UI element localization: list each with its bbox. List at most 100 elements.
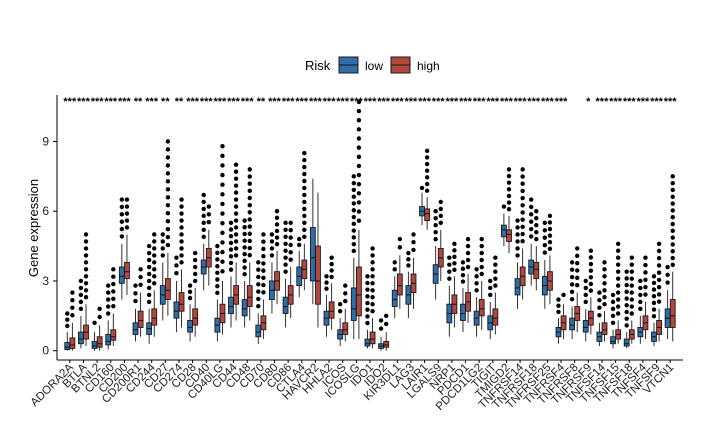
outlier-point [165,234,171,240]
outlier-point [474,281,479,286]
outlier-point [179,239,184,244]
outlier-point [111,267,116,272]
significance-mark: *** [200,96,214,108]
outlier-point [602,295,607,300]
outlier-point [602,302,607,307]
outlier-point [152,267,157,272]
box-low-TNFSF15 [610,292,616,349]
outlier-point [610,320,616,326]
outlier-point [261,290,266,295]
outlier-point [356,99,362,105]
box-high-CD44 [233,162,240,321]
outlier-point [370,302,375,307]
outlier-point [124,211,130,216]
legend: Risk low high [305,56,440,74]
outlier-point [643,284,648,290]
box-high-CD160 [110,267,117,347]
box-body [110,329,117,341]
significance-mark: *** [186,96,200,108]
outlier-point [452,241,457,246]
significance-mark: *** [295,96,309,108]
outlier-point [670,228,675,234]
outlier-point [406,263,411,268]
outlier-point [493,269,498,274]
outlier-point [165,147,171,152]
box-body [623,338,630,347]
outlier-point [302,227,307,233]
box-body [105,333,112,346]
outlier-point [261,282,266,288]
outlier-point [242,218,247,223]
outlier-point [520,231,525,237]
outlier-point [479,250,484,256]
outlier-point [534,229,539,235]
outlier-point [97,306,102,312]
box-high-HAVCR2 [315,192,321,328]
outlier-point [651,280,657,286]
outlier-point [302,178,307,184]
y-ticks: 0 3 6 9 [42,134,57,358]
outlier-point [111,303,116,309]
outlier-point [179,197,184,202]
outlier-point [283,241,288,246]
outlier-point [651,307,657,312]
outlier-point [411,232,416,237]
outlier-point [542,242,548,248]
outlier-point [165,139,171,144]
outlier-point [247,202,252,208]
outlier-point [656,299,662,304]
significance-mark: *** [432,96,446,108]
box-body [396,273,403,296]
outlier-point [233,246,239,251]
outlier-point [506,193,512,199]
x-ticks: ADORA2ABTLABTNL2CD160CD200CD200R1CD244CD… [29,360,676,413]
significance-mark: ** [257,96,266,108]
outlier-point [465,236,471,242]
outlier-point [220,269,225,274]
outlier-point [247,195,252,201]
outlier-point [70,305,75,310]
outlier-point [187,295,193,301]
outlier-point [220,259,225,264]
legend-entry-high: high [390,56,440,74]
outlier-point [474,267,479,272]
outlier-point [515,239,520,244]
outlier-point [329,261,334,267]
outlier-point [597,290,602,295]
outlier-point [575,268,580,273]
box-low-CD86 [282,220,289,328]
box-high-CD70 [260,232,267,340]
outlier-point [583,285,588,291]
outlier-point [643,292,648,297]
outlier-point [179,232,184,237]
outlier-point [119,219,125,224]
outlier-point [528,204,534,210]
outlier-point [638,292,643,298]
outlier-point [479,236,484,242]
outlier-point [447,276,452,281]
outlier-point [133,298,138,304]
outlier-point [651,274,657,279]
significance-mark: *** [77,96,91,108]
outlier-point [201,213,206,219]
outlier-point [119,234,125,239]
significance-mark: ** [175,96,184,108]
box-low-LGALS9 [432,209,439,300]
box-body [118,266,125,284]
outlier-point [656,248,662,254]
outlier-point [133,291,138,296]
outlier-point [651,294,657,299]
outlier-point [547,240,553,245]
outlier-point [656,241,662,246]
outlier-point [201,206,206,212]
box-high-CD27 [164,139,171,316]
outlier-point [479,271,484,277]
outlier-point [356,154,362,159]
outlier-point [670,221,675,227]
outlier-point [370,274,375,279]
box-low-TNFSF9 [651,274,657,347]
outlier-point [493,262,498,267]
significance-mark: *** [459,96,473,108]
outlier-point [274,235,280,240]
outlier-point [424,168,430,173]
